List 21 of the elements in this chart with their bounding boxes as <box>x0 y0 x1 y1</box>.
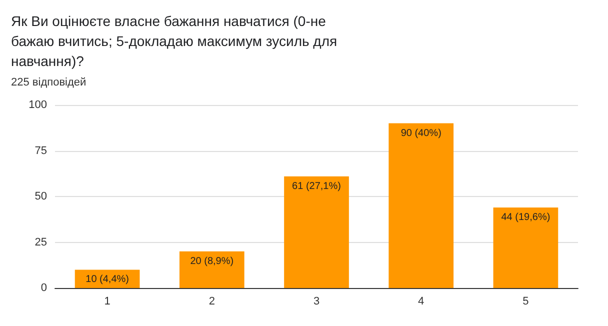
y-tick-label: 75 <box>34 144 47 157</box>
x-tick-label: 1 <box>104 296 110 308</box>
bar <box>388 123 454 288</box>
bar <box>179 251 244 288</box>
chart-title: Як Ви оцінюєте власне бажання навчатися (0-не бажаю вчитись; 5-докладаю максимум зусиль для навчання)? <box>11 13 341 69</box>
data-label: 10 (4,4%) <box>86 274 129 286</box>
x-tick-label: 5 <box>522 296 529 308</box>
y-tick-label: 0 <box>40 282 47 294</box>
data-label: 20 (8,9%) <box>190 256 234 267</box>
x-tick-label: 4 <box>418 296 424 308</box>
data-label: 44 (19,6%) <box>501 212 550 223</box>
y-tick-label: 50 <box>34 190 47 202</box>
bar <box>493 207 558 288</box>
bar <box>284 176 349 288</box>
y-tick-label: 25 <box>34 236 47 248</box>
data-label: 90 (40%) <box>400 128 442 139</box>
y-tick-label: 100 <box>28 99 47 111</box>
data-label: 61 (27,1%) <box>292 180 341 192</box>
x-tick-label: 2 <box>208 296 215 308</box>
x-tick-label: 3 <box>313 296 320 308</box>
chart-subtitle: 225 відповідей <box>11 76 86 88</box>
